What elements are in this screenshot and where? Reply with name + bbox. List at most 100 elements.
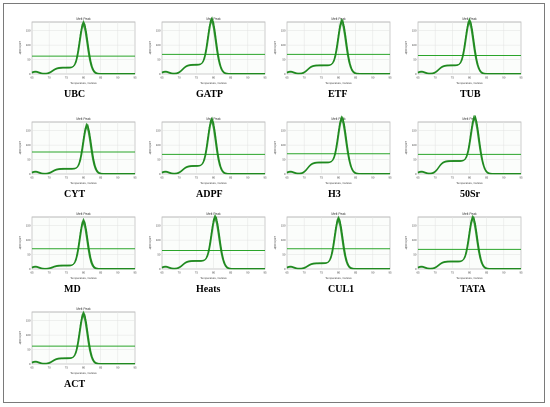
x-tick-label: 85 [229,76,233,80]
x-tick-label: 75 [320,176,324,180]
melt-curve [161,19,265,74]
x-tick-label: 95 [519,76,523,80]
melt-curve [161,119,265,174]
y-tick-label: 0 [284,267,286,271]
x-tick-label: 75 [195,76,199,80]
gene-label: CYT [64,189,86,200]
y-tick-label: 100 [281,238,286,242]
x-tick-label: 65 [30,271,34,275]
y-tick-label: 0 [415,172,417,176]
y-tick-label: 150 [412,29,417,33]
x-tick-label: 80 [468,271,472,275]
x-tick-label: 85 [354,76,358,80]
y-tick-label: 150 [412,129,417,133]
y-tick-label: 150 [156,29,161,33]
melt-curve [161,217,265,269]
y-axis-label: -d(RFU)/dT [404,141,408,155]
x-axis-label: Temperature, Celsius [70,81,97,85]
y-tick-label: 0 [415,267,417,271]
x-tick-label: 90 [116,176,120,180]
chart-title: Melt Peak [206,117,221,121]
y-axis-label: -d(RFU)/dT [273,236,277,250]
y-tick-label: 100 [26,333,31,337]
x-tick-label: 80 [82,76,86,80]
x-tick-label: 90 [502,271,506,275]
melt-curve [417,116,521,174]
x-tick-label: 90 [116,366,120,370]
x-tick-label: 65 [416,271,420,275]
chart-title: Melt Peak [76,117,91,121]
x-axis-label: Temperature, Celsius [200,81,227,85]
melt-curve [417,21,521,74]
melt-chart-svg: Melt Peak -d(RFU)/dT Temperature, Celsius 6… [404,115,523,185]
x-tick-label: 65 [285,271,289,275]
y-axis-label: -d(RFU)/dT [273,41,277,55]
melt-curve [31,23,135,74]
melt-chart-cul1: Melt Peak -d(RFU)/dT Temperature, Celsius 6… [273,209,393,297]
y-tick-label: 100 [412,238,417,242]
x-tick-label: 65 [285,176,289,180]
x-axis-label: Temperature, Celsius [456,181,483,185]
x-tick-label: 85 [229,176,233,180]
x-axis-label: Temperature, Celsius [456,81,483,85]
x-tick-label: 95 [263,76,267,80]
x-tick-label: 90 [246,176,250,180]
y-tick-label: 0 [29,72,31,76]
melt-curve [286,21,390,74]
y-axis-label: -d(RFU)/dT [18,141,22,155]
y-tick-label: 0 [159,72,161,76]
y-tick-label: 100 [412,143,417,147]
x-tick-label: 65 [285,76,289,80]
x-tick-label: 85 [485,76,489,80]
x-tick-label: 70 [48,176,52,180]
y-tick-label: 50 [413,58,417,62]
x-axis-label: Temperature, Celsius [325,181,352,185]
y-tick-label: 0 [415,72,417,76]
chart-title: Melt Peak [206,17,221,21]
chart-title: Melt Peak [206,212,221,216]
y-tick-label: 50 [413,253,417,257]
y-tick-label: 150 [26,319,31,323]
x-tick-label: 80 [82,271,86,275]
melt-chart-svg: Melt Peak -d(RFU)/dT Temperature, Celsius 6… [148,116,267,185]
chart-title: Melt Peak [76,307,91,311]
y-tick-label: 100 [156,43,161,47]
x-tick-label: 65 [160,271,164,275]
y-tick-label: 150 [156,129,161,133]
y-tick-label: 100 [156,238,161,242]
x-tick-label: 90 [246,76,250,80]
x-axis-label: Temperature, Celsius [456,276,483,280]
x-axis-label: Temperature, Celsius [325,276,352,280]
x-tick-label: 75 [65,76,69,80]
melt-chart-etf: Melt Peak -d(RFU)/dT Temperature, Celsius 6… [273,14,393,102]
chart-title: Melt Peak [331,212,346,216]
x-tick-label: 95 [133,271,137,275]
gene-label: Heats [196,284,221,295]
x-tick-label: 80 [82,176,86,180]
gene-label: CUL1 [328,284,355,295]
x-tick-label: 80 [468,176,472,180]
x-tick-label: 90 [116,76,120,80]
y-axis-label: -d(RFU)/dT [404,41,408,55]
x-tick-label: 75 [451,271,455,275]
x-tick-label: 75 [65,271,69,275]
y-tick-label: 50 [27,348,31,352]
x-tick-label: 90 [502,176,506,180]
melt-curve [286,219,390,269]
x-tick-label: 80 [212,271,216,275]
gene-label: TUB [460,89,481,100]
x-tick-label: 65 [30,76,34,80]
y-tick-label: 50 [27,253,31,257]
x-tick-label: 70 [303,271,307,275]
x-tick-label: 95 [388,176,392,180]
y-tick-label: 0 [284,172,286,176]
x-axis-label: Temperature, Celsius [200,181,227,185]
melt-chart-md: Melt Peak -d(RFU)/dT Temperature, Celsius 6… [18,209,138,297]
y-tick-label: 100 [281,43,286,47]
melt-curve [31,314,135,364]
x-tick-label: 75 [65,366,69,370]
chart-title: Melt Peak [331,17,346,21]
x-tick-label: 70 [48,271,52,275]
y-axis-label: -d(RFU)/dT [148,236,152,250]
x-tick-label: 95 [133,366,137,370]
